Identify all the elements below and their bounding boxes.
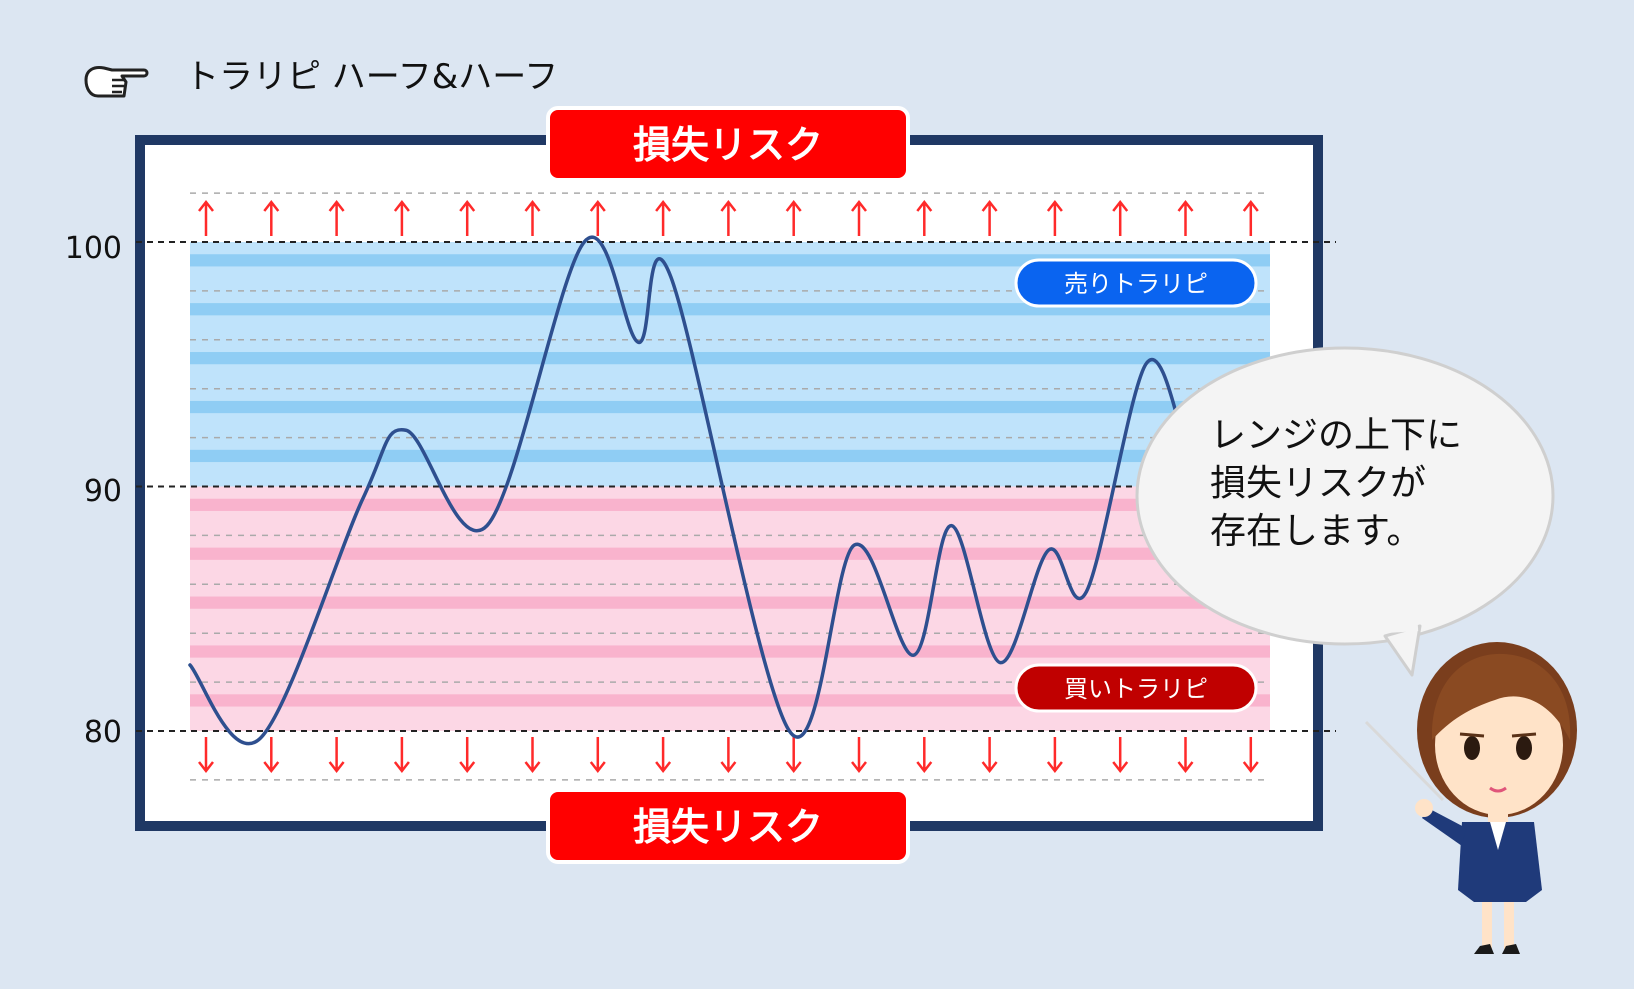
up-arrow-icon — [1046, 199, 1063, 236]
sell-zone-stripe — [190, 254, 1270, 267]
down-arrow-icon — [459, 737, 476, 774]
price-line — [188, 235, 1186, 746]
sell-zone-stripe — [190, 352, 1270, 365]
up-arrow-icon — [785, 199, 802, 236]
pointing-hand-icon — [84, 66, 149, 98]
down-arrow-icon — [263, 737, 280, 774]
up-arrow-icon — [524, 199, 541, 236]
up-arrow-icon — [1242, 199, 1259, 236]
up-arrow-icon — [328, 199, 345, 236]
presenter-illustration — [1364, 642, 1577, 954]
callout-line-3: 存在します。 — [1210, 511, 1422, 552]
down-arrow-icon — [1046, 737, 1063, 774]
up-arrow-icon — [1177, 199, 1194, 236]
risk-label-top-box: 損失リスク — [546, 106, 910, 182]
sell-zone-label: 売りトラリピ — [1064, 270, 1208, 298]
down-arrow-icon — [524, 737, 541, 774]
risk-label-bottom-box: 損失リスク — [546, 788, 910, 864]
down-arrow-icon — [720, 737, 737, 774]
sell-zone-stripe — [190, 400, 1270, 414]
down-arrow-icon — [785, 737, 802, 774]
buy-zone-stripe — [190, 498, 1270, 511]
buy-zone-stripe — [190, 645, 1270, 658]
down-arrow-icon — [655, 737, 672, 774]
sell-zone-pill: 売りトラリピ — [1014, 258, 1258, 308]
down-arrow-icon — [981, 737, 998, 774]
down-arrow-icon — [1112, 737, 1129, 774]
down-arrow-icon — [916, 737, 933, 774]
risk-label-bottom: 損失リスク — [633, 805, 823, 849]
up-arrow-icon — [851, 199, 867, 236]
y-tick-80: 80 — [84, 715, 122, 750]
up-arrow-icon — [981, 199, 998, 236]
sell-zone-stripe — [190, 303, 1270, 316]
buy-zone-pill: 買いトラリピ — [1014, 663, 1258, 713]
down-arrow-icon — [1242, 737, 1259, 774]
up-arrow-icon — [589, 199, 606, 236]
y-tick-90: 90 — [84, 474, 122, 509]
buy-zone-stripe — [190, 596, 1270, 609]
down-arrow-icon — [1177, 737, 1194, 774]
callout-line-2: 損失リスクが — [1210, 463, 1426, 504]
down-arrow-icon — [851, 737, 867, 774]
risk-label-top: 損失リスク — [633, 123, 823, 167]
up-arrow-icon — [459, 199, 476, 236]
down-arrow-icon — [328, 737, 345, 774]
page-title: トラリピ ハーフ&ハーフ — [185, 57, 558, 97]
up-arrow-icon — [198, 199, 214, 236]
callout-line-1: レンジの上下に — [1210, 415, 1462, 456]
up-arrow-icon — [916, 199, 933, 236]
speech-bubble: レンジの上下に 損失リスクが 存在します。 — [1135, 346, 1555, 677]
up-arrow-icon — [1112, 199, 1129, 236]
down-arrow-icon — [589, 737, 606, 774]
up-arrow-icon — [720, 199, 737, 236]
y-tick-100: 100 — [65, 231, 122, 266]
buy-zone-label: 買いトラリピ — [1064, 675, 1208, 703]
down-arrow-icon — [198, 737, 214, 774]
sell-zone-stripe — [190, 449, 1270, 463]
buy-zone-stripe — [190, 547, 1270, 560]
up-arrow-icon — [393, 199, 410, 236]
up-arrow-icon — [263, 199, 280, 236]
down-arrow-icon — [393, 737, 410, 774]
pointer-stick — [1364, 720, 1445, 802]
buy-zone-stripe — [190, 694, 1270, 707]
up-arrow-icon — [655, 199, 672, 236]
